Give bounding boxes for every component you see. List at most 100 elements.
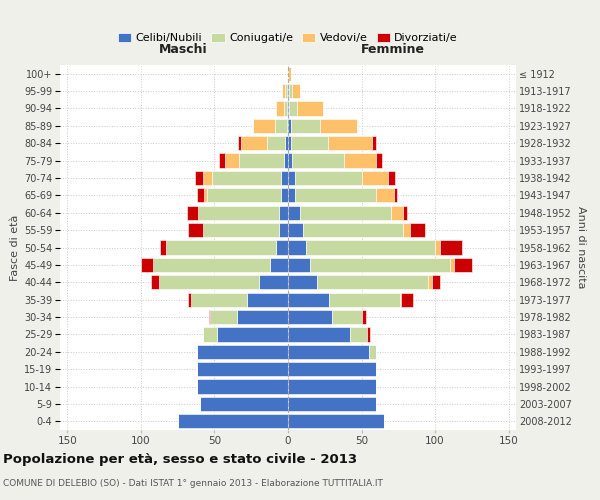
Bar [287,84,288,98]
Bar [289,84,292,98]
Bar [401,292,413,307]
Text: Maschi: Maschi [159,43,208,56]
Bar [285,84,287,98]
Y-axis label: Anni di nascita: Anni di nascita [576,206,586,289]
Bar [197,344,288,359]
Bar [288,154,292,168]
Bar [344,154,376,168]
Bar [291,136,328,150]
Bar [332,310,362,324]
Bar [329,292,400,307]
Bar [200,397,288,411]
Bar [284,154,288,168]
Bar [271,258,288,272]
Bar [288,206,300,220]
Bar [288,136,291,150]
Bar [288,171,295,185]
Bar [288,397,376,411]
Bar [151,275,158,289]
Bar [188,292,191,307]
Bar [394,188,397,202]
Bar [239,154,284,168]
Bar [191,292,247,307]
Bar [166,240,276,254]
Bar [287,118,288,133]
Bar [207,188,281,202]
Bar [305,240,435,254]
Bar [288,223,303,237]
Bar [276,102,284,116]
Bar [203,223,279,237]
Bar [197,362,288,376]
Bar [291,118,320,133]
Bar [435,240,440,254]
Bar [279,206,288,220]
Bar [238,136,241,150]
Bar [253,118,275,133]
Bar [268,136,285,150]
Bar [210,310,236,324]
Bar [428,275,432,289]
Bar [212,171,281,185]
Text: Femmine: Femmine [361,43,425,56]
Bar [288,292,329,307]
Bar [287,102,288,116]
Text: COMUNE DI DELEBIO (SO) - Dati ISTAT 1° gennaio 2013 - Elaborazione TUTTITALIA.IT: COMUNE DI DELEBIO (SO) - Dati ISTAT 1° g… [3,479,383,488]
Bar [295,171,362,185]
Bar [367,328,370,342]
Bar [275,118,287,133]
Bar [217,328,288,342]
Bar [292,154,344,168]
Bar [152,258,271,272]
Bar [292,84,300,98]
Bar [288,362,376,376]
Bar [196,171,203,185]
Bar [276,240,288,254]
Bar [288,188,295,202]
Bar [288,118,291,133]
Bar [141,258,152,272]
Bar [288,240,305,254]
Bar [289,102,297,116]
Bar [288,414,383,428]
Bar [288,258,310,272]
Bar [362,171,388,185]
Bar [454,258,472,272]
Bar [281,188,288,202]
Bar [284,102,287,116]
Bar [350,328,367,342]
Bar [198,206,279,220]
Bar [432,275,440,289]
Bar [288,328,350,342]
Bar [259,275,288,289]
Bar [288,380,376,394]
Bar [282,84,285,98]
Bar [288,102,289,116]
Bar [281,171,288,185]
Bar [209,310,210,324]
Bar [328,136,372,150]
Y-axis label: Fasce di età: Fasce di età [10,214,20,280]
Bar [158,275,259,289]
Bar [178,414,288,428]
Bar [197,188,204,202]
Bar [376,188,394,202]
Bar [288,275,317,289]
Bar [400,292,401,307]
Bar [288,344,369,359]
Bar [369,344,376,359]
Bar [288,66,291,81]
Bar [320,118,357,133]
Bar [285,136,288,150]
Bar [376,154,382,168]
Text: Popolazione per età, sesso e stato civile - 2013: Popolazione per età, sesso e stato civil… [3,452,357,466]
Bar [288,84,289,98]
Bar [440,240,461,254]
Bar [297,102,323,116]
Bar [450,258,454,272]
Bar [197,380,288,394]
Bar [303,223,403,237]
Bar [188,223,203,237]
Bar [310,258,450,272]
Bar [203,171,212,185]
